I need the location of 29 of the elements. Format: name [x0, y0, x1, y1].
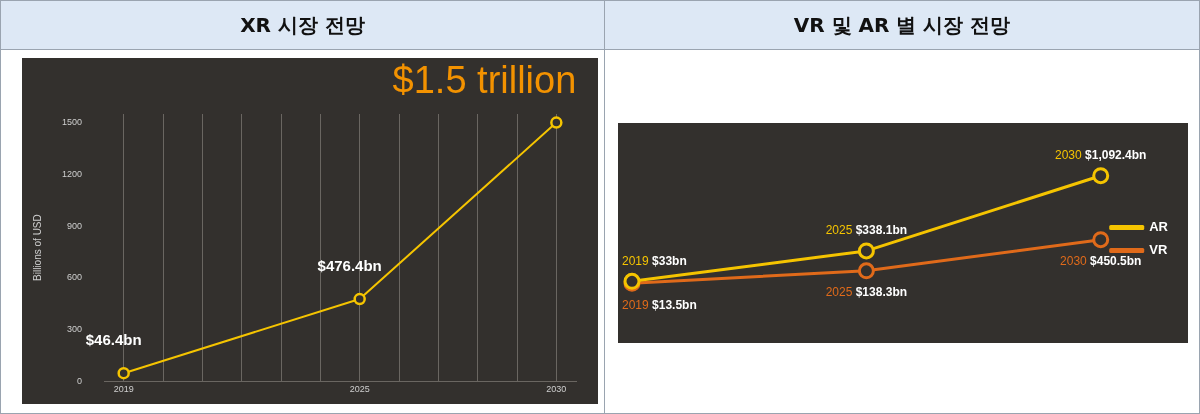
data-label: $46.4bn	[85, 331, 142, 349]
x-tick-label: 2025	[349, 384, 370, 395]
text: 2030	[1055, 148, 1086, 163]
chart-title: XR 시장 전망	[0, 0, 605, 50]
legend-label: VR	[1149, 242, 1168, 258]
data-label: $13.5bn	[652, 297, 697, 312]
x-tick-label: 2030	[546, 384, 567, 395]
annotation: 2019	[622, 253, 653, 268]
y-tick-label: 0	[77, 375, 83, 386]
y-tick-label: 900	[66, 220, 83, 231]
y-axis-title: Billions of USD	[31, 214, 43, 281]
y-tick-label: 1200	[61, 168, 83, 179]
annotation: $1.5 trillion	[392, 59, 577, 102]
data-label: $450.5bn	[1090, 254, 1142, 269]
data-label: $33bn	[652, 253, 687, 268]
data-label: $1,092.4bn	[1085, 148, 1147, 163]
legend-label: AR	[1149, 219, 1169, 235]
annotation: 2025	[825, 223, 856, 238]
text: 2019	[622, 297, 653, 312]
annotation: 2030	[1060, 254, 1091, 269]
chart-title: VR 및 AR 별 시장 전망	[605, 0, 1200, 50]
data-label: $138.3bn	[855, 285, 908, 300]
y-tick-label: 600	[66, 272, 83, 283]
y-tick-label: 1500	[61, 117, 83, 128]
text: 2025	[825, 285, 856, 300]
y-tick-label: 300	[66, 323, 83, 334]
data-label: $338.1bn	[855, 223, 908, 238]
data-label: $476.4bn	[317, 257, 382, 275]
x-tick-label: 2019	[113, 384, 134, 395]
